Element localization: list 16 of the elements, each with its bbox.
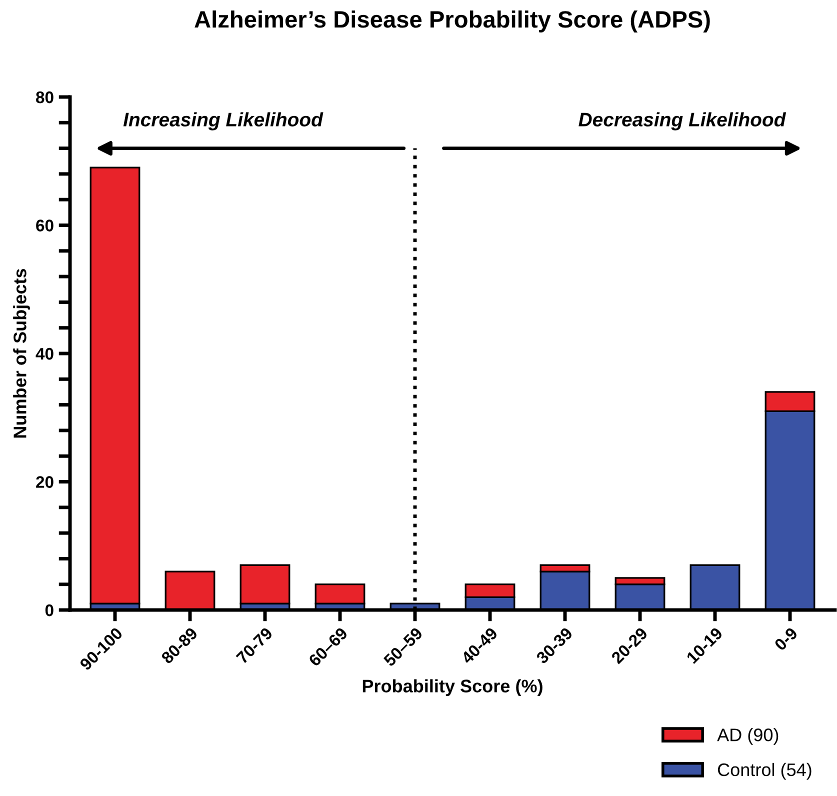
y-tick-label: 80 <box>36 91 54 104</box>
y-tick-label: 20 <box>36 476 54 488</box>
y-tick-label: 0 <box>45 604 54 616</box>
chart-title: Alzheimer’s Disease Probability Score (ADPS) <box>194 10 710 32</box>
legend-label: Control (54) <box>718 762 812 780</box>
annotation: Decreasing Likelihood <box>578 112 786 130</box>
y-tick-label: 60 <box>36 220 54 232</box>
bar <box>314 584 366 604</box>
x-axis-title: Probability Score (%) <box>362 679 542 696</box>
y-tick-label: 40 <box>36 348 54 360</box>
x-tick-label: 0-9 <box>774 626 798 652</box>
legend-label: AD (90) <box>717 728 778 745</box>
y-axis-title: Number of Subjects <box>13 268 30 438</box>
bar <box>240 564 290 604</box>
bar <box>90 166 140 604</box>
annotation: Increasing Likelihood <box>123 112 324 130</box>
